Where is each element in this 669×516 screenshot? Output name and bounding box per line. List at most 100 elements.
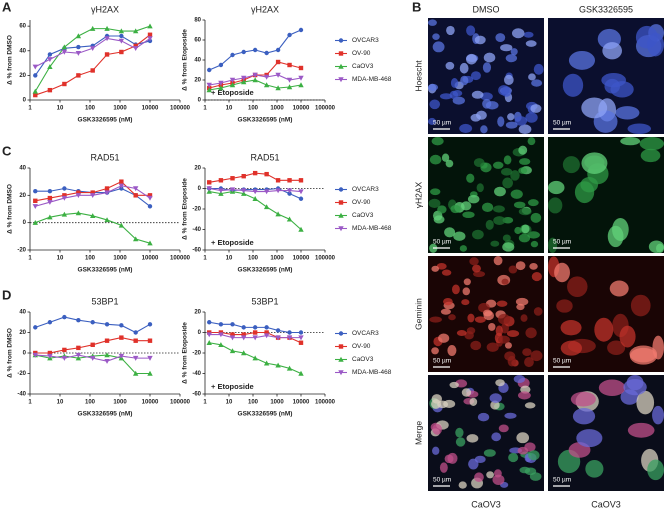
marker [61,49,68,55]
cell [580,176,599,193]
x-tick-label: 10000 [293,106,310,112]
cell [652,335,664,360]
column-footer: CaOV3 [591,499,621,509]
marker [104,359,110,364]
x-tick-label: 100 [85,106,96,112]
marker [75,33,82,39]
chart-title: RAD51 [250,152,279,162]
marker [75,193,82,199]
marker [241,188,247,194]
cell [432,423,442,435]
chart-title: RAD51 [90,152,119,162]
micrograph [428,137,544,253]
marker [147,32,153,37]
cell [445,159,454,168]
x-tick-label: 1 [203,256,207,262]
cell [470,340,482,351]
cell [477,412,490,422]
cell [449,90,459,100]
cell [448,314,456,321]
x-tick-label: 1000 [270,400,284,406]
cell [623,378,647,396]
cell [458,481,467,489]
cell [431,137,444,146]
marker [218,190,224,196]
marker [207,67,212,73]
marker [47,52,53,57]
x-axis-label: GSK3326595 (nM) [238,117,293,124]
marker [206,188,212,194]
marker [275,72,281,78]
cell [462,287,470,296]
marker [287,191,292,196]
cell [486,471,494,479]
marker [241,79,247,85]
marker [338,331,344,336]
cell [431,265,440,272]
cell [456,329,467,336]
chart-title: γH2AX [251,4,279,14]
marker [90,68,95,73]
cell [498,424,509,433]
marker [338,77,344,83]
marker [133,330,138,335]
x-tick-label: 100000 [315,256,336,262]
marker [338,212,344,218]
cell [480,125,488,134]
marker [218,332,224,338]
cell [627,422,655,438]
marker [298,82,304,88]
cell [471,90,484,99]
marker [76,345,81,351]
cell [647,459,664,481]
cell [511,28,525,39]
cell [530,350,543,362]
cell [459,123,473,134]
marker [33,92,38,98]
cell [524,402,536,409]
cell [530,104,542,113]
cell [436,263,447,270]
x-tick-label: 10000 [293,256,310,262]
marker [132,355,139,361]
marker [33,73,38,78]
row-label: Hoescht [413,60,423,92]
marker [207,180,212,185]
marker [275,362,281,368]
marker [252,335,258,341]
marker [218,178,224,183]
marker [263,74,270,80]
marker [218,85,224,91]
marker [104,217,110,223]
x-tick-label: 10 [57,106,64,112]
micrograph [548,256,664,372]
cell [466,434,479,443]
scale-bar-label: 50 µm [433,239,451,246]
cell [460,201,472,211]
x-axis-label: GSK3326595 (nM) [78,411,133,418]
legend-label: OVCAR3 [352,186,379,193]
marker [338,344,344,349]
legend-label: OV-90 [352,199,371,206]
panel-label: C [2,143,12,158]
marker [61,44,68,50]
marker [32,88,38,94]
y-axis-label: Δ % from Etoposide [182,178,189,240]
cell [560,340,583,356]
cell [639,137,664,151]
y-tick-label: 0 [198,186,202,192]
marker [286,365,293,371]
cell [652,405,664,425]
cell [428,198,441,208]
cell [495,33,506,43]
cell [431,347,439,355]
cell [501,168,513,176]
marker [241,174,246,179]
marker [118,222,125,228]
cell [482,98,492,109]
marker [263,189,270,195]
x-tick-label: 100000 [315,400,336,406]
marker [286,77,293,83]
cell [647,32,665,57]
x-tick-label: 1 [203,106,207,112]
